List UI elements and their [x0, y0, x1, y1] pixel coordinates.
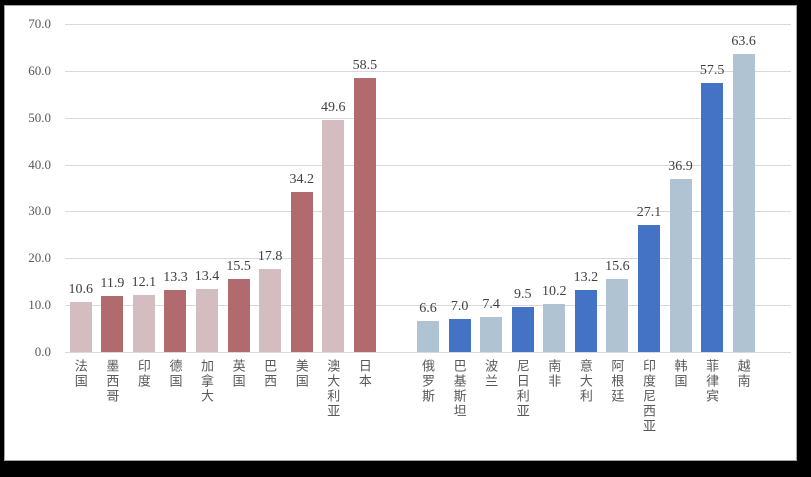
bar: [606, 278, 629, 352]
x-axis-category-label: 俄罗斯: [420, 359, 435, 404]
bar-chart: 0.0 10.0 20.0 30.0 40.0 50.0 60.0 70.0 10.6 法国 11.…: [5, 6, 796, 460]
bar-value-label: 58.5: [352, 57, 378, 73]
gridline: [65, 117, 791, 119]
bar-value-label: 36.9: [668, 159, 693, 175]
x-axis-category-label: 日本: [356, 359, 372, 389]
x-axis-category-label: 巴西: [262, 359, 278, 389]
chart-panel: 0.0 10.0 20.0 30.0 40.0 50.0 60.0 70.0 10.6 法国 11.…: [4, 5, 797, 461]
x-axis-category-label: 意大利: [577, 359, 593, 404]
y-axis-tick-label: 0.0: [34, 344, 51, 359]
bar: [448, 319, 471, 352]
bar-value-label: 13.3: [163, 269, 188, 285]
bar: [480, 317, 503, 352]
bar: [69, 302, 92, 352]
bar-value-label: 15.5: [226, 259, 251, 275]
bar: [132, 295, 155, 352]
bar-value-label: 34.2: [289, 171, 314, 187]
bar: [511, 307, 534, 352]
x-axis-category-label: 英国: [230, 359, 246, 389]
x-axis-category-label: 波兰: [483, 359, 499, 389]
x-axis-category-label: 菲律宾: [704, 359, 720, 404]
bar-value-label: 27.1: [636, 205, 662, 221]
bar: [164, 289, 187, 352]
bar-value-label: 10.6: [68, 282, 94, 298]
gridline: [65, 70, 791, 72]
y-axis-tick-label: 70.0: [28, 16, 51, 31]
bar-value-label: 13.4: [194, 269, 220, 285]
bar-value-label: 17.8: [257, 248, 283, 264]
bar-value-label: 11.9: [100, 276, 125, 292]
x-axis-category-label: 德国: [167, 359, 183, 389]
bar-value-label: 57.5: [699, 62, 725, 78]
y-axis-tick-label: 60.0: [28, 62, 51, 78]
bar: [101, 296, 124, 352]
x-axis-category-label: 美国: [293, 359, 309, 389]
gridline: [65, 211, 791, 213]
gridline: [65, 258, 791, 260]
bar: [227, 279, 250, 352]
bar-value-label: 63.6: [731, 33, 756, 49]
x-axis-category-label: 澳大利亚: [325, 359, 341, 419]
x-axis-category-label: 墨西哥: [104, 359, 120, 404]
x-axis-category-label: 尼日利亚: [514, 359, 530, 419]
bar-value-label: 6.6: [419, 301, 437, 317]
bar: [353, 77, 376, 352]
gridline: [65, 24, 791, 25]
x-axis-category-label: 加拿大: [199, 359, 215, 404]
y-axis-tick-label: 40.0: [28, 156, 51, 172]
x-axis-category-label: 巴基斯坦: [451, 359, 467, 419]
x-axis-category-label: 印度: [135, 359, 151, 389]
x-axis-category-label: 阿根廷: [609, 359, 625, 404]
y-axis-tick-label: 50.0: [28, 109, 51, 125]
x-axis-category-label: 越南: [735, 359, 751, 389]
bar-value-label: 49.6: [321, 99, 346, 115]
bar-value-label: 7.0: [450, 299, 469, 315]
y-axis-tick-label: 30.0: [28, 203, 51, 219]
bar: [417, 321, 439, 352]
bar: [322, 119, 345, 352]
bar-value-label: 7.4: [482, 297, 500, 313]
x-axis-category-label: 韩国: [672, 359, 688, 389]
bar: [259, 268, 282, 352]
bar: [543, 304, 566, 352]
x-axis-category-label: 法国: [72, 359, 88, 389]
bar-value-label: 12.1: [131, 275, 157, 291]
bar: [701, 82, 724, 352]
x-axis-category-label: 南非: [546, 359, 562, 389]
bar-value-label: 15.6: [605, 258, 630, 274]
y-axis-tick-label: 10.0: [28, 297, 51, 313]
y-axis-tick-label: 20.0: [28, 250, 51, 266]
bar: [669, 179, 692, 352]
bar: [637, 225, 660, 352]
x-axis-category-label: 印度尼西亚: [640, 359, 656, 434]
gridline: [65, 164, 791, 166]
bar-value-label: 10.2: [542, 284, 567, 300]
bar: [196, 289, 219, 352]
bar: [290, 191, 313, 352]
bar: [732, 53, 755, 352]
gridline: [65, 352, 791, 353]
gridline: [65, 305, 791, 307]
bar: [574, 290, 597, 352]
bar-value-label: 13.2: [573, 270, 599, 286]
bar-value-label: 9.5: [513, 287, 532, 303]
